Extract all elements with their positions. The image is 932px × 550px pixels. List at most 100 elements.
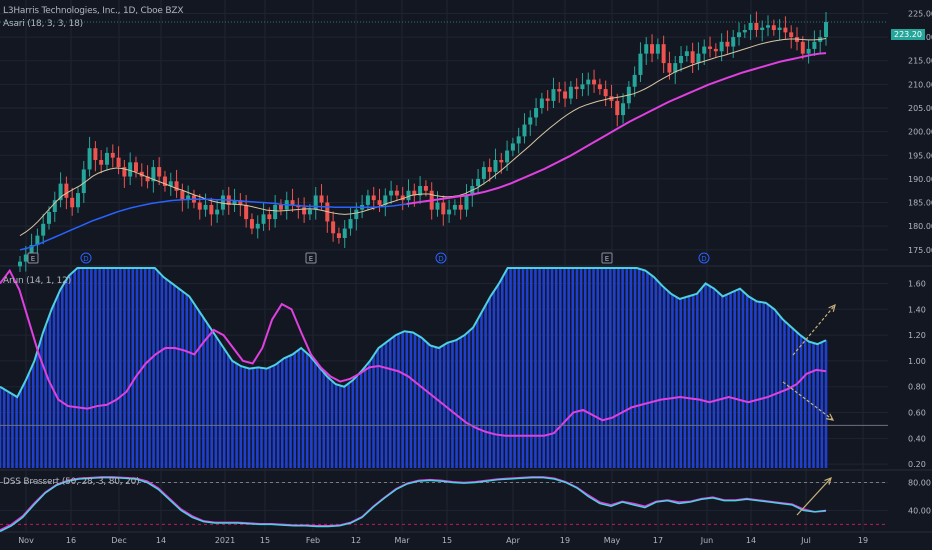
arun-bar <box>691 294 695 468</box>
arun-bar <box>231 360 234 468</box>
arun-bar <box>114 268 118 468</box>
arun-bar <box>52 304 56 468</box>
candle-body <box>75 193 80 208</box>
y-tick-label: 210.00 <box>908 80 932 89</box>
arun-bar <box>401 332 404 468</box>
arun-bar <box>235 363 238 468</box>
arun-bar <box>264 368 267 468</box>
y-tick-label: 1.60 <box>908 279 926 288</box>
arun-bar <box>314 362 317 468</box>
x-tick-label: May <box>604 536 621 545</box>
candle-body <box>661 44 666 64</box>
candle-body <box>667 63 672 73</box>
arun-bar <box>571 268 575 468</box>
arun-bar <box>322 372 326 468</box>
arun-bar <box>193 305 197 468</box>
dss-title: DSS Bressert (50, 28, 3, 80, 20) <box>3 477 140 487</box>
arun-bar <box>579 268 583 468</box>
arun-bar <box>77 268 81 468</box>
arun-bar <box>297 349 301 468</box>
candle-body <box>702 46 707 54</box>
candle-body <box>290 200 295 205</box>
arun-bar <box>222 348 226 468</box>
arun-bar <box>554 268 558 468</box>
candle-body <box>354 209 359 220</box>
arun-bar <box>733 291 736 468</box>
arun-bar <box>90 268 93 468</box>
candle-body <box>806 48 811 54</box>
symbol-title: L3Harris Technologies, Inc., 1D, Cboe BZ… <box>3 6 184 16</box>
candle-body <box>684 51 689 56</box>
x-tick-label: Nov <box>18 536 34 545</box>
arun-bar <box>301 349 305 468</box>
x-tick-label: 2021 <box>215 536 235 545</box>
event-marker-d: D <box>435 252 447 264</box>
dss-pane[interactable] <box>0 476 888 533</box>
candle-body <box>371 195 376 201</box>
candle-body <box>789 32 794 38</box>
arun-bar <box>525 268 529 468</box>
event-marker-label: D <box>701 255 706 263</box>
x-tick-label: 19 <box>858 536 868 545</box>
arun-bar <box>791 328 795 468</box>
arun-bar <box>135 268 139 468</box>
candle-body <box>249 219 254 229</box>
candle-body <box>476 178 481 186</box>
arun-bar <box>471 327 475 468</box>
candle-body <box>690 51 695 64</box>
candle-body <box>128 162 133 177</box>
x-tick-label: 17 <box>653 536 663 545</box>
y-tick-label: 0.20 <box>908 460 926 469</box>
candle-body <box>748 22 753 30</box>
candle-body <box>139 171 144 177</box>
candle-body <box>162 176 167 186</box>
arun-bar <box>368 361 371 468</box>
candle-body <box>81 169 86 194</box>
candle-body <box>238 200 243 205</box>
arun-bar <box>81 268 85 468</box>
candle-body <box>383 195 388 205</box>
arun-bar <box>550 268 554 468</box>
arun-bar <box>770 307 774 468</box>
candle-body <box>406 190 411 201</box>
arun-bar <box>239 365 243 468</box>
y-tick-label: 80.00 <box>908 478 931 487</box>
candle-body <box>70 197 75 208</box>
arun-bar <box>173 285 176 468</box>
candle-body <box>447 209 452 215</box>
arun-bar <box>567 268 570 468</box>
arun-bar <box>492 291 496 468</box>
candle-body <box>452 204 457 210</box>
arun-down-arrow-head <box>826 413 835 421</box>
candle-body <box>441 202 446 215</box>
arun-bar <box>119 268 122 468</box>
candle-body <box>742 30 747 33</box>
arun-bar <box>442 344 446 468</box>
price-pane[interactable] <box>0 11 888 273</box>
arun-bar <box>2 389 6 468</box>
arun-bar <box>459 337 463 468</box>
earnings-badge <box>27 252 39 264</box>
arun-bar <box>787 324 790 468</box>
candle-body <box>348 219 353 229</box>
x-tick-label: Apr <box>506 536 521 545</box>
arun-bar <box>397 333 400 468</box>
x-tick-label: 19 <box>560 536 570 545</box>
arun-bar <box>148 268 151 468</box>
arun-bar <box>633 268 637 468</box>
dividend-badge <box>698 252 710 264</box>
candle-body <box>696 53 701 64</box>
arun-pane[interactable] <box>0 267 888 468</box>
arun-bar <box>799 335 803 468</box>
x-tick-label: Jul <box>800 536 811 545</box>
candle-body <box>516 136 521 144</box>
arun-magenta-line <box>0 268 827 437</box>
candle-body <box>505 150 510 163</box>
arun-bar <box>662 287 666 468</box>
candle-body <box>800 41 805 54</box>
dss-cyan-line <box>0 476 827 533</box>
arun-bar <box>73 270 77 468</box>
arun-bar <box>650 275 653 468</box>
